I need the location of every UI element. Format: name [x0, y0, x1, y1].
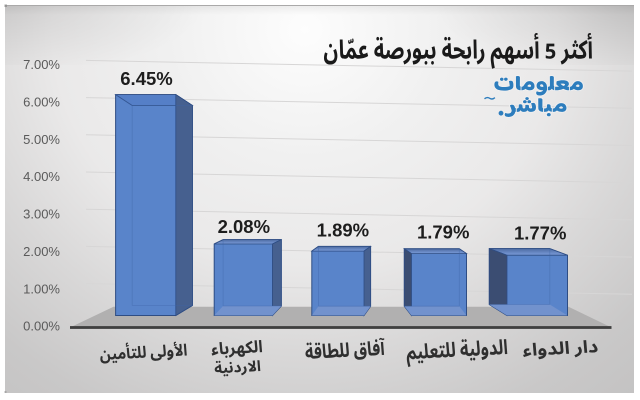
svg-text:6.00%: 6.00% — [23, 95, 60, 110]
svg-text:6.45%: 6.45% — [120, 68, 172, 89]
svg-text:2.08%: 2.08% — [218, 216, 270, 237]
svg-text:1.89%: 1.89% — [317, 219, 369, 240]
svg-text:1.77%: 1.77% — [514, 223, 566, 244]
svg-text:7.00%: 7.00% — [23, 57, 60, 72]
svg-text:1.00%: 1.00% — [23, 281, 60, 296]
svg-text:4.00%: 4.00% — [23, 169, 60, 184]
svg-text:0.00%: 0.00% — [23, 319, 60, 334]
svg-text:3.00%: 3.00% — [23, 207, 60, 222]
svg-text:1.79%: 1.79% — [417, 222, 469, 243]
svg-text:2.00%: 2.00% — [23, 244, 60, 259]
svg-text:5.00%: 5.00% — [23, 132, 60, 147]
